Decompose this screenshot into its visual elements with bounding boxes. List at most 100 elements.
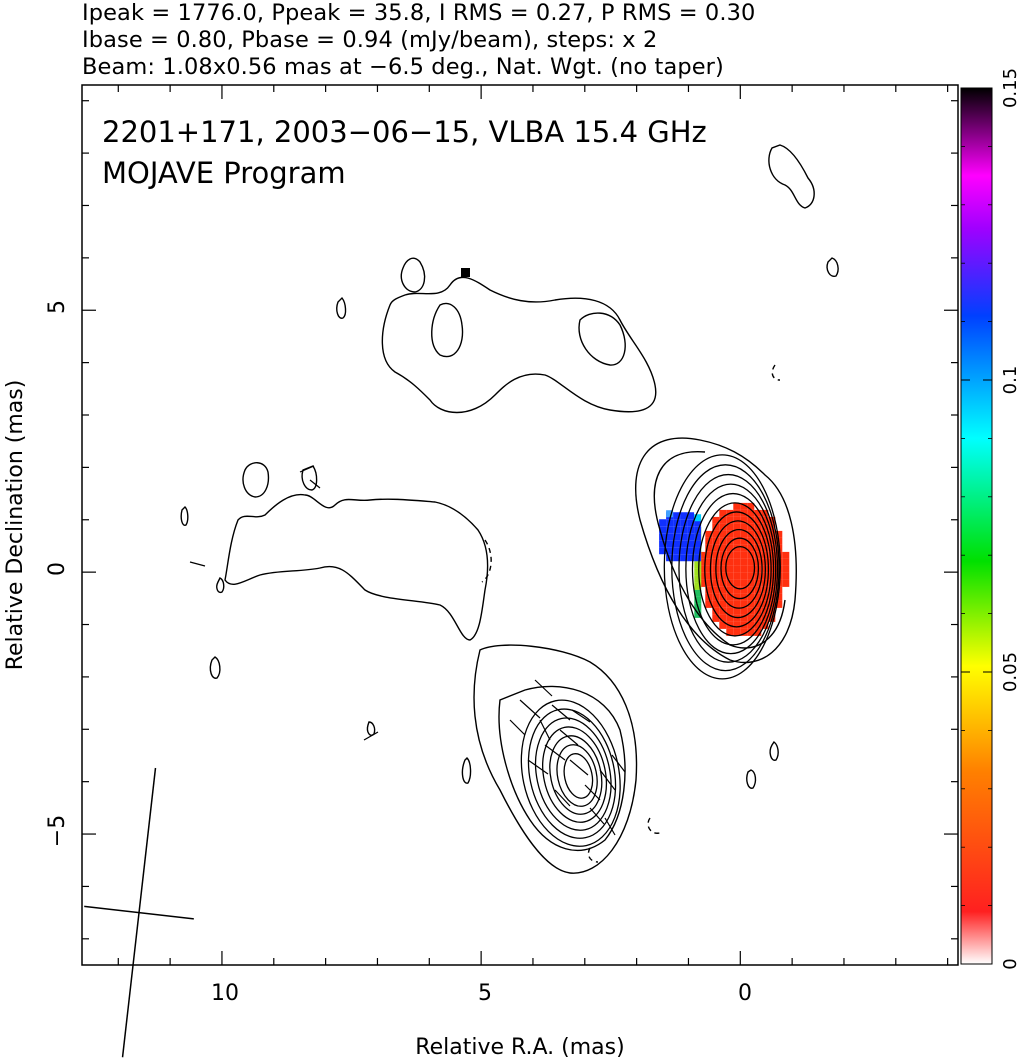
- pol-pixel: [733, 621, 741, 629]
- pol-pixel: [705, 565, 713, 573]
- pol-pixel: [694, 554, 702, 562]
- pol-pixel: [740, 614, 748, 622]
- pol-pixel-rim: [694, 568, 702, 576]
- pol-pixel: [768, 537, 776, 545]
- pol-pixel: [733, 579, 741, 587]
- pol-pixel: [719, 523, 727, 531]
- pol-pixel: [673, 512, 681, 520]
- pol-pixel: [719, 530, 727, 538]
- core-outer-contour: [635, 437, 797, 664]
- pol-pixel: [747, 544, 755, 552]
- pol-pixel: [747, 621, 755, 629]
- colorbar-label-0.05: 0.05: [1000, 652, 1021, 692]
- pol-pixel: [680, 554, 688, 562]
- island-contour: [209, 656, 221, 679]
- negative-contour: [771, 364, 781, 381]
- pol-pixel: [666, 510, 674, 518]
- island-contour: [746, 769, 757, 789]
- pol-pixel: [747, 523, 755, 531]
- y-tick-label-minus5: −5: [45, 815, 70, 847]
- middle-jet-contour: [180, 506, 189, 526]
- header-line-1: Ipeak = 1776.0, Ppeak = 35.8, I RMS = 0.…: [82, 0, 756, 26]
- pol-pixel: [754, 509, 762, 517]
- colorbar-label-0: 0: [1000, 958, 1021, 969]
- pol-pixel: [747, 572, 755, 580]
- pol-pixel: [733, 537, 741, 545]
- pol-pixel: [687, 547, 695, 555]
- pol-pixel: [761, 600, 769, 608]
- pol-pixel: [712, 607, 720, 615]
- polarization-vector: [589, 807, 605, 825]
- polarization-vector: [363, 731, 379, 741]
- pol-pixel: [782, 579, 790, 587]
- pol-pixel: [747, 614, 755, 622]
- core-contour: [671, 464, 780, 672]
- colorbar-ticks: [961, 87, 992, 965]
- pol-pixel: [747, 628, 755, 636]
- pol-pixel: [712, 600, 720, 608]
- core-contour: [704, 511, 770, 628]
- map-title-line-1: 2201+171, 2003−06−15, VLBA 15.4 GHz: [102, 115, 707, 149]
- pol-pixel: [754, 614, 762, 622]
- pol-pixel: [761, 614, 769, 622]
- pol-pixel: [698, 565, 706, 573]
- core-contour: [698, 502, 772, 637]
- core-contour: [663, 454, 781, 680]
- core-contour: [685, 483, 777, 655]
- polarization-vector: [584, 784, 601, 801]
- island-contour: [366, 721, 376, 736]
- colorbar-label-0.1: 0.1: [1000, 366, 1021, 395]
- pol-pixel: [712, 544, 720, 552]
- pol-pixel: [733, 558, 741, 566]
- pol-pixel: [733, 600, 741, 608]
- pol-pixel: [719, 621, 727, 629]
- pol-pixel: [733, 614, 741, 622]
- polarization-vector: [527, 759, 549, 775]
- pol-pixel: [761, 544, 769, 552]
- polarization-vector: [309, 479, 321, 489]
- pol-pixel: [687, 519, 695, 527]
- pol-pixel: [673, 533, 681, 541]
- pol-pixel: [705, 551, 713, 559]
- pol-pixel: [705, 586, 713, 594]
- north-jet-contour: [381, 276, 657, 414]
- y-tick-label-0: 0: [45, 562, 70, 576]
- pol-pixel: [673, 540, 681, 548]
- pol-pixel: [761, 523, 769, 531]
- pol-pixel: [775, 600, 783, 608]
- polarization-vector: [509, 719, 526, 736]
- pol-pixel: [740, 502, 748, 510]
- core-contour: [715, 528, 763, 609]
- x-tick-label-0: 0: [738, 981, 752, 1006]
- header-line-2: Ibase = 0.80, Pbase = 0.94 (mJy/beam), s…: [82, 27, 658, 53]
- pol-pixel: [768, 516, 776, 524]
- island-contour: [826, 257, 839, 277]
- knot-contour: [542, 726, 608, 823]
- pol-pixel: [726, 530, 734, 538]
- pol-pixel: [733, 544, 741, 552]
- pol-pixel: [747, 537, 755, 545]
- pol-pixel: [698, 579, 706, 587]
- pol-pixel: [680, 547, 688, 555]
- pol-pixel: [726, 544, 734, 552]
- pol-pixel: [680, 519, 688, 527]
- pol-pixel: [768, 565, 776, 573]
- pol-pixel: [740, 544, 748, 552]
- pol-pixel: [698, 572, 706, 580]
- middle-jet-contour: [301, 465, 318, 491]
- pol-pixel: [712, 579, 720, 587]
- pol-pixel: [782, 551, 790, 559]
- pol-pixel: [680, 540, 688, 548]
- pol-pixel: [733, 502, 741, 510]
- pol-pixel: [733, 565, 741, 573]
- pol-pixel: [673, 547, 681, 555]
- pol-pixel: [659, 526, 667, 534]
- pol-pixel: [747, 586, 755, 594]
- island-contour: [769, 740, 779, 761]
- pol-pixel: [747, 509, 755, 517]
- polarization-vector: [299, 465, 315, 473]
- pol-pixel: [719, 607, 727, 615]
- pol-pixel: [705, 600, 713, 608]
- polarization-vector: [544, 744, 566, 761]
